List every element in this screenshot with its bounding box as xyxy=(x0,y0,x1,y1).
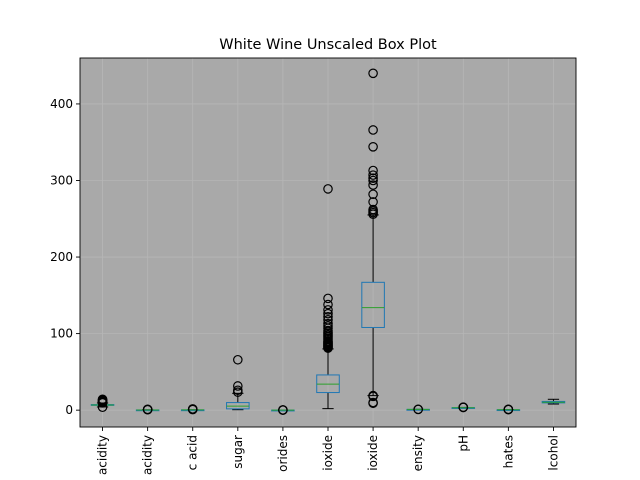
outlier-point xyxy=(323,318,333,329)
y-tick-label: 0 xyxy=(65,403,73,417)
outlier-point xyxy=(233,354,243,365)
box-6 xyxy=(316,184,340,410)
outlier-point xyxy=(142,404,153,415)
x-tick-label: hates xyxy=(501,435,515,468)
x-tick-label: pH xyxy=(456,435,470,452)
outlier-point xyxy=(323,305,333,315)
x-tick-label: acidity xyxy=(96,435,110,475)
outlier-point xyxy=(187,404,198,414)
outlier-point xyxy=(368,390,378,401)
outlier-point xyxy=(323,315,333,325)
outlier-point xyxy=(368,68,378,79)
x-tick-label: lcohol xyxy=(546,435,560,471)
outlier-point xyxy=(368,180,378,190)
chart-title: White Wine Unscaled Box Plot xyxy=(219,37,437,53)
outlier-point xyxy=(368,142,378,152)
outlier-point xyxy=(233,385,243,396)
outlier-point xyxy=(503,404,514,415)
outlier-point xyxy=(323,299,333,310)
outlier-point xyxy=(368,204,378,215)
plot-area: 0 100 200 300 400 acidity acidity c acid sugar or… xyxy=(50,57,577,475)
outlier-point xyxy=(368,170,378,180)
outlier-point xyxy=(413,404,423,415)
x-tick-label: c acid xyxy=(186,435,200,470)
y-tick-label: 300 xyxy=(50,173,73,187)
y-tick-label: 200 xyxy=(50,250,73,264)
x-tick-label: acidity xyxy=(141,435,155,475)
outlier-point xyxy=(233,381,243,391)
outlier-point xyxy=(368,397,378,408)
x-tick-label: ioxide xyxy=(321,435,335,471)
outlier-point xyxy=(368,173,378,183)
y-tick-label: 400 xyxy=(50,97,73,111)
outlier-point xyxy=(278,405,288,415)
y-tick-label: 100 xyxy=(50,327,73,341)
box-1 xyxy=(90,394,115,413)
box-8 xyxy=(406,404,430,415)
box-iqr xyxy=(361,281,385,328)
outlier-point xyxy=(368,189,378,200)
box-5 xyxy=(271,405,295,415)
x-tick-label: ensity xyxy=(411,435,425,471)
outlier-point xyxy=(458,402,469,413)
outlier-point xyxy=(323,184,333,194)
box-11 xyxy=(541,398,566,405)
x-tick-label: sugar xyxy=(231,435,245,469)
box-9 xyxy=(451,402,476,413)
outlier-point xyxy=(323,293,333,304)
x-tick-label: ioxide xyxy=(366,435,380,471)
outlier-point xyxy=(368,197,378,207)
outlier-point xyxy=(368,165,378,176)
box-3 xyxy=(180,404,205,415)
box-2 xyxy=(135,404,160,415)
outlier-point xyxy=(368,125,378,135)
outlier-point xyxy=(323,308,333,319)
outlier-point xyxy=(323,311,333,322)
box-4 xyxy=(226,354,250,411)
x-tick-label: orides xyxy=(276,435,290,472)
box-7 xyxy=(361,68,385,409)
outlier-point xyxy=(97,394,108,405)
box-10 xyxy=(496,404,521,415)
